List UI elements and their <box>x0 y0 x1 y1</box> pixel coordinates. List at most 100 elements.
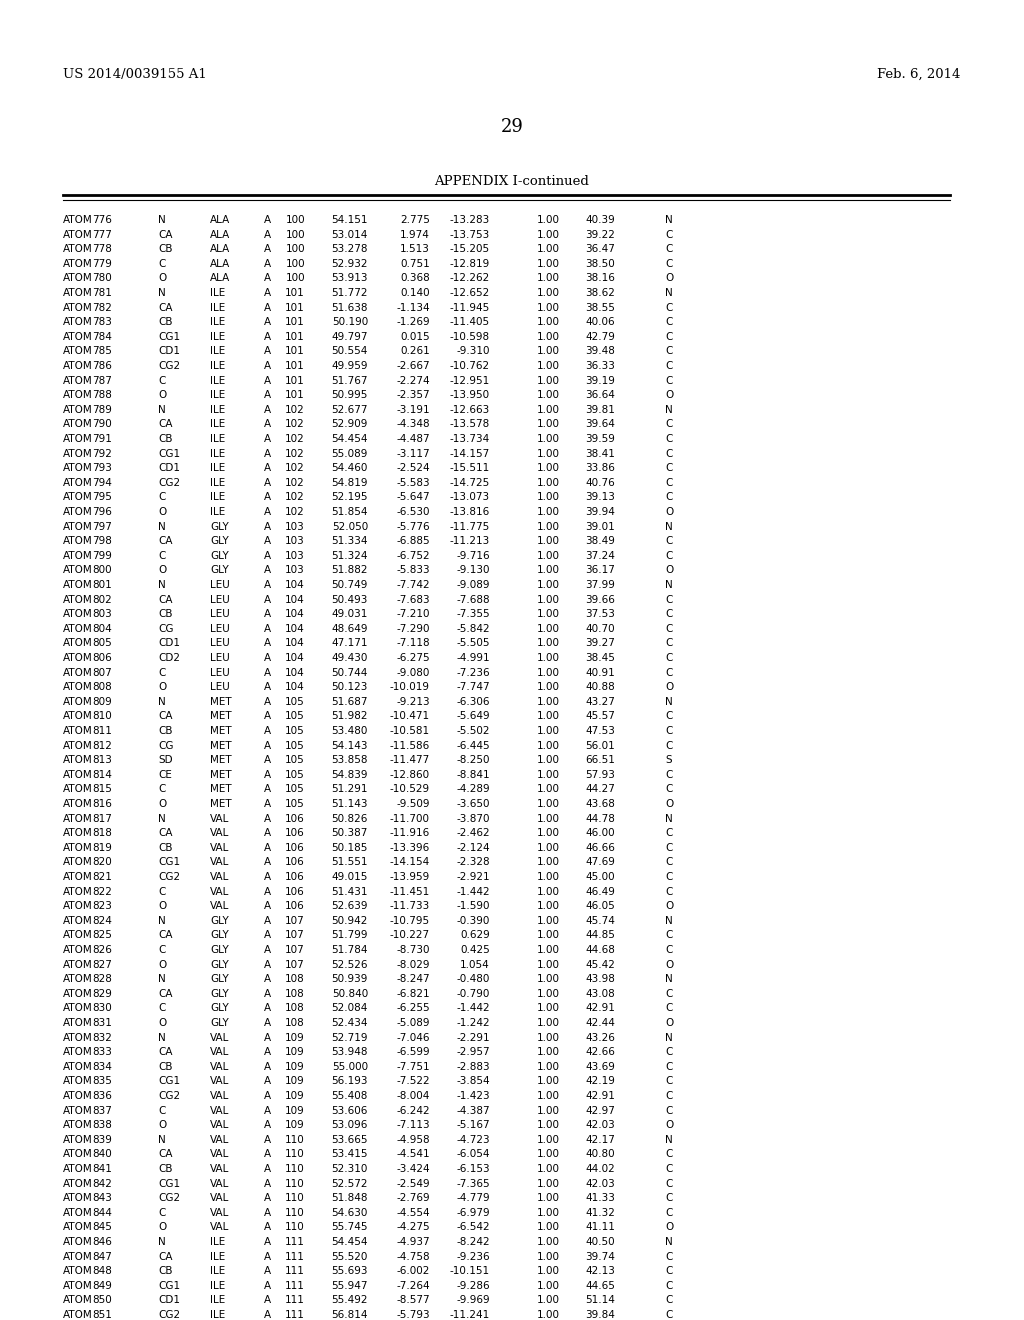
Text: ATOM: ATOM <box>63 945 93 954</box>
Text: 52.195: 52.195 <box>332 492 368 503</box>
Text: ATOM: ATOM <box>63 1032 93 1043</box>
Text: A: A <box>264 536 271 546</box>
Text: A: A <box>264 741 271 751</box>
Text: 51.291: 51.291 <box>332 784 368 795</box>
Text: 1.00: 1.00 <box>537 726 560 737</box>
Text: 44.65: 44.65 <box>585 1280 615 1291</box>
Text: O: O <box>158 565 166 576</box>
Text: C: C <box>665 1092 673 1101</box>
Text: N: N <box>158 579 166 590</box>
Text: ALA: ALA <box>210 215 230 224</box>
Text: 104: 104 <box>286 668 305 677</box>
Text: -8.841: -8.841 <box>457 770 490 780</box>
Text: C: C <box>665 828 673 838</box>
Text: C: C <box>665 449 673 458</box>
Text: C: C <box>665 478 673 488</box>
Text: 832: 832 <box>92 1032 112 1043</box>
Text: CA: CA <box>158 1047 172 1057</box>
Text: 111: 111 <box>285 1280 305 1291</box>
Text: 105: 105 <box>286 711 305 722</box>
Text: O: O <box>665 1121 673 1130</box>
Text: 795: 795 <box>92 492 112 503</box>
Text: 49.797: 49.797 <box>332 331 368 342</box>
Text: 39.27: 39.27 <box>585 639 615 648</box>
Text: A: A <box>264 668 271 677</box>
Text: A: A <box>264 215 271 224</box>
Text: 1.054: 1.054 <box>460 960 490 970</box>
Text: 54.454: 54.454 <box>332 434 368 444</box>
Text: ATOM: ATOM <box>63 405 93 414</box>
Text: -6.752: -6.752 <box>396 550 430 561</box>
Text: VAL: VAL <box>210 887 229 896</box>
Text: 39.13: 39.13 <box>585 492 615 503</box>
Text: 1.00: 1.00 <box>537 1106 560 1115</box>
Text: VAL: VAL <box>210 1047 229 1057</box>
Text: ATOM: ATOM <box>63 550 93 561</box>
Text: 42.79: 42.79 <box>585 331 615 342</box>
Text: A: A <box>264 594 271 605</box>
Text: -13.753: -13.753 <box>450 230 490 240</box>
Text: -1.442: -1.442 <box>457 887 490 896</box>
Text: 1.00: 1.00 <box>537 594 560 605</box>
Text: ATOM: ATOM <box>63 420 93 429</box>
Text: 100: 100 <box>286 244 305 255</box>
Text: GLY: GLY <box>210 536 228 546</box>
Text: 109: 109 <box>286 1076 305 1086</box>
Text: 55.745: 55.745 <box>332 1222 368 1233</box>
Text: 42.44: 42.44 <box>585 1018 615 1028</box>
Text: 111: 111 <box>285 1295 305 1305</box>
Text: 50.123: 50.123 <box>332 682 368 692</box>
Text: -5.649: -5.649 <box>457 711 490 722</box>
Text: ATOM: ATOM <box>63 244 93 255</box>
Text: 39.01: 39.01 <box>586 521 615 532</box>
Text: 1.00: 1.00 <box>537 507 560 517</box>
Text: 52.050: 52.050 <box>332 521 368 532</box>
Text: CB: CB <box>158 434 172 444</box>
Text: 820: 820 <box>92 858 112 867</box>
Text: 102: 102 <box>286 420 305 429</box>
Text: CE: CE <box>158 770 172 780</box>
Text: ILE: ILE <box>210 288 225 298</box>
Text: -10.598: -10.598 <box>450 331 490 342</box>
Text: 56.193: 56.193 <box>332 1076 368 1086</box>
Text: LEU: LEU <box>210 668 229 677</box>
Text: US 2014/0039155 A1: US 2014/0039155 A1 <box>63 69 207 81</box>
Text: -6.255: -6.255 <box>396 1003 430 1014</box>
Text: -6.306: -6.306 <box>457 697 490 706</box>
Text: A: A <box>264 376 271 385</box>
Text: 833: 833 <box>92 1047 112 1057</box>
Text: C: C <box>665 842 673 853</box>
Text: 53.948: 53.948 <box>332 1047 368 1057</box>
Text: 781: 781 <box>92 288 112 298</box>
Text: GLY: GLY <box>210 989 228 999</box>
Text: 107: 107 <box>286 931 305 940</box>
Text: ATOM: ATOM <box>63 273 93 284</box>
Text: C: C <box>158 1208 165 1218</box>
Text: 784: 784 <box>92 331 112 342</box>
Text: 1.00: 1.00 <box>537 376 560 385</box>
Text: 108: 108 <box>286 974 305 985</box>
Text: 805: 805 <box>92 639 112 648</box>
Text: -2.328: -2.328 <box>457 858 490 867</box>
Text: 810: 810 <box>92 711 112 722</box>
Text: ATOM: ATOM <box>63 916 93 925</box>
Text: 50.995: 50.995 <box>332 391 368 400</box>
Text: CB: CB <box>158 1164 172 1173</box>
Text: 1.00: 1.00 <box>537 858 560 867</box>
Text: 102: 102 <box>286 478 305 488</box>
Text: 1.00: 1.00 <box>537 1003 560 1014</box>
Text: -9.080: -9.080 <box>396 668 430 677</box>
Text: 111: 111 <box>285 1266 305 1276</box>
Text: 105: 105 <box>286 770 305 780</box>
Text: CG2: CG2 <box>158 1092 180 1101</box>
Text: ATOM: ATOM <box>63 1164 93 1173</box>
Text: A: A <box>264 1280 271 1291</box>
Text: 101: 101 <box>286 346 305 356</box>
Text: 1.00: 1.00 <box>537 492 560 503</box>
Text: ILE: ILE <box>210 1237 225 1247</box>
Text: C: C <box>665 741 673 751</box>
Text: 845: 845 <box>92 1222 112 1233</box>
Text: -5.833: -5.833 <box>396 565 430 576</box>
Text: -12.663: -12.663 <box>450 405 490 414</box>
Text: 50.493: 50.493 <box>332 594 368 605</box>
